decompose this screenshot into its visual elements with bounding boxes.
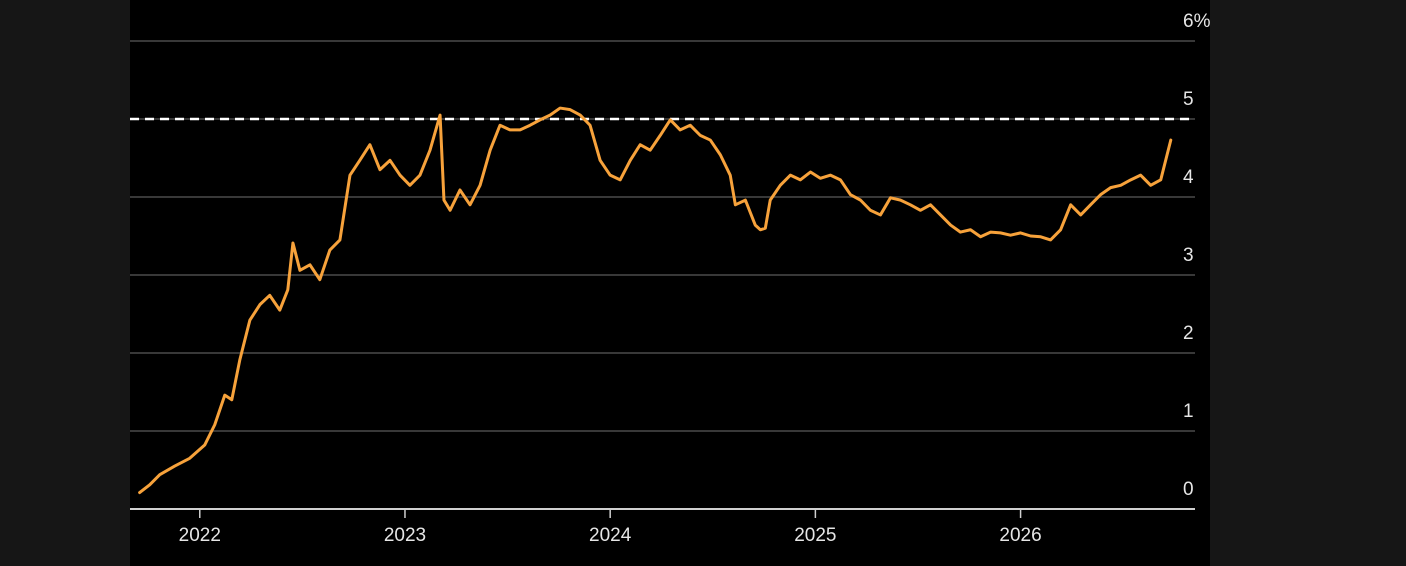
line-series	[138, 106, 1173, 495]
y-tick-label: 0	[1183, 479, 1194, 500]
y-tick-label: 2	[1183, 323, 1194, 344]
y-tick-label: 4	[1183, 167, 1194, 188]
x-tick-label: 2026	[999, 525, 1041, 546]
x-tick-label: 2022	[179, 525, 221, 546]
x-tick-label: 2024	[589, 525, 632, 546]
x-tick-label: 2025	[794, 525, 836, 546]
y-tick-label: 3	[1183, 245, 1194, 266]
x-tick-label: 2023	[384, 525, 426, 546]
y-tick-label: 1	[1183, 401, 1194, 422]
y-tick-label: 6%	[1183, 11, 1211, 32]
plot-panel	[130, 0, 1210, 566]
y-tick-label: 5	[1183, 89, 1194, 110]
